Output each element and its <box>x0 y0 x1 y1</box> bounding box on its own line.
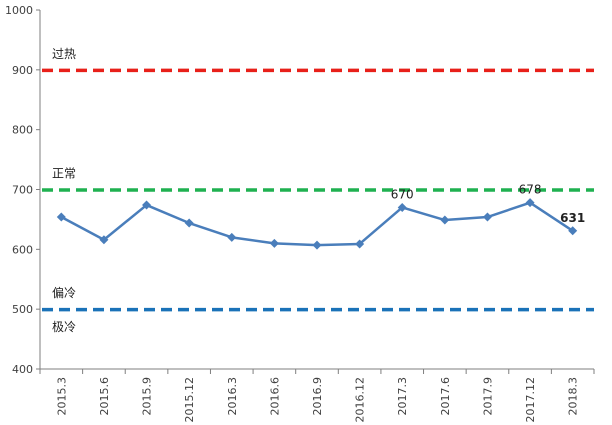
axes: 400 500 600 700 800 900 1000 2015.3 2015.6 2015.9… <box>5 4 595 423</box>
data-point <box>99 235 109 245</box>
x-tick-label: 2015.9 <box>141 377 154 416</box>
reference-line-label: 偏冷 <box>52 285 76 300</box>
x-tick-label: 2016.6 <box>268 377 281 416</box>
y-tick-label: 700 <box>12 184 33 197</box>
data-point <box>397 202 407 212</box>
data-point <box>482 212 492 222</box>
data-point <box>525 198 535 208</box>
reference-line-label: 过热 <box>52 47 76 61</box>
y-tick-label: 800 <box>12 124 33 137</box>
series-group <box>56 198 578 250</box>
x-tick-label: 2016.12 <box>354 377 367 423</box>
data-point <box>312 240 322 250</box>
x-tick-label: 2017.12 <box>524 377 537 423</box>
x-tick-label: 2015.6 <box>98 377 111 416</box>
data-label: 631 <box>560 211 585 225</box>
y-tick-label: 900 <box>12 64 33 77</box>
data-point <box>568 226 578 236</box>
data-labels: 670 678 631 <box>391 183 585 225</box>
y-tick-label: 500 <box>12 303 33 316</box>
x-tick-label: 2017.3 <box>396 377 409 416</box>
y-tick-label: 400 <box>12 363 33 376</box>
series-line <box>60 201 574 247</box>
data-point <box>355 239 365 249</box>
reference-line-label: 正常 <box>52 167 76 181</box>
x-tick-label: 2016.3 <box>226 377 239 416</box>
x-tick-label: 2015.3 <box>55 377 68 416</box>
x-tick-label: 2017.9 <box>481 377 494 416</box>
zone-label: 极冷 <box>52 320 76 334</box>
data-point <box>227 232 237 242</box>
x-tick-label: 2015.12 <box>183 377 196 423</box>
data-point <box>56 212 66 222</box>
data-point <box>184 218 194 228</box>
x-tick-label: 2018.3 <box>567 377 580 416</box>
y-tick-label: 600 <box>12 243 33 256</box>
data-point <box>142 200 152 210</box>
zone-labels: 极冷 <box>52 320 76 334</box>
data-label: 678 <box>519 183 542 197</box>
data-point <box>440 215 450 225</box>
y-tick-label: 1000 <box>5 4 33 17</box>
x-tick-label: 2017.6 <box>439 377 452 416</box>
data-label: 670 <box>391 187 414 201</box>
x-tick-label: 2016.9 <box>311 377 324 416</box>
data-point <box>269 238 279 248</box>
